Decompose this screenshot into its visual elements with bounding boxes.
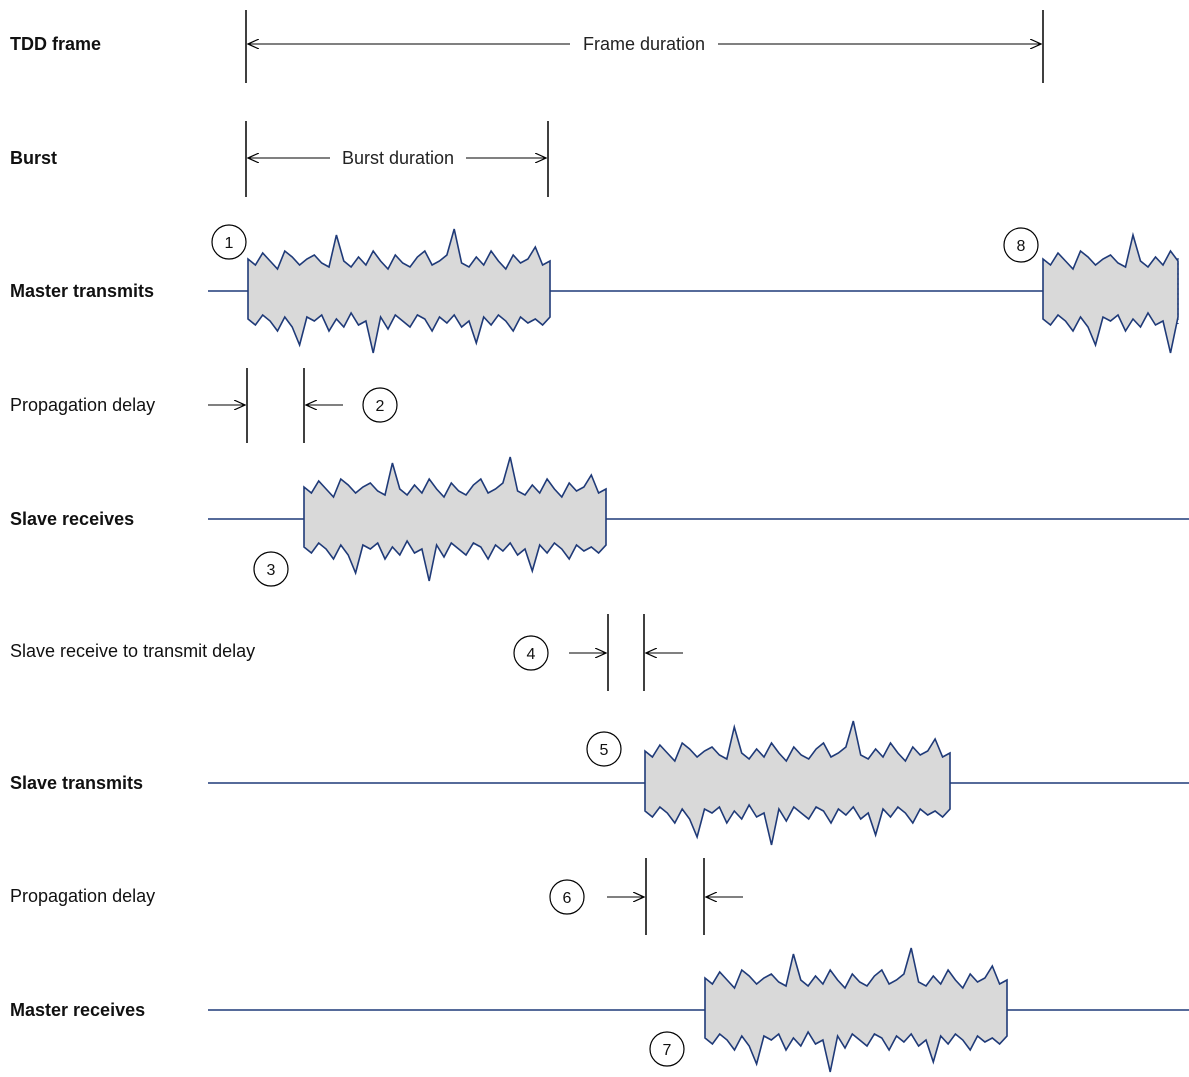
propagation-delay-label-1: Propagation delay: [10, 395, 156, 415]
step-1-marker: 1: [211, 224, 247, 260]
slave-receives-label: Slave receives: [10, 509, 135, 529]
propagation-delay-2-marker: [607, 858, 743, 935]
step-3-marker: 3: [253, 551, 289, 587]
step-6-text: 6: [563, 890, 572, 907]
step-5-marker: 5: [586, 731, 622, 767]
step-6-marker: 6: [549, 879, 585, 915]
frame-duration-text: Frame duration: [583, 34, 705, 54]
step-3-text: 3: [267, 562, 276, 579]
burst-duration-text: Burst duration: [342, 148, 454, 168]
slave-receive-burst: [303, 456, 607, 582]
tdd-frame-label: TDD frame: [10, 34, 102, 54]
master-transmits-label: Master transmits: [10, 281, 155, 301]
step-4-marker: 4: [513, 635, 549, 671]
signal-baselines: [208, 290, 1189, 1011]
step-8-text: 8: [1017, 238, 1026, 255]
step-4-text: 4: [527, 646, 536, 663]
step-5-text: 5: [600, 742, 609, 759]
step-7-text: 7: [663, 1042, 672, 1059]
burst-label: Burst: [10, 148, 58, 168]
frame-duration-dimension: Frame duration: [245, 10, 1044, 83]
master-next-transmit-burst: [1042, 231, 1179, 354]
step-1-text: 1: [225, 235, 234, 252]
burst-duration-dimension: Burst duration: [245, 121, 549, 197]
step-7-marker: 7: [649, 1031, 685, 1067]
propagation-delay-label-2: Propagation delay: [10, 886, 156, 906]
master-transmit-burst: [247, 228, 551, 354]
master-receive-burst: [704, 947, 1008, 1073]
step-2-marker: 2: [362, 387, 398, 423]
slave-rx-tx-delay-marker: [569, 614, 683, 691]
master-receives-label: Master receives: [10, 1000, 146, 1020]
slave-transmits-label: Slave transmits: [10, 773, 144, 793]
slave-rx-tx-delay-label: Slave receive to transmit delay: [10, 641, 256, 661]
step-2-text: 2: [376, 398, 385, 415]
slave-transmit-burst: [644, 720, 951, 846]
propagation-delay-1-marker: [208, 368, 343, 443]
step-8-marker: 8: [1003, 227, 1039, 263]
